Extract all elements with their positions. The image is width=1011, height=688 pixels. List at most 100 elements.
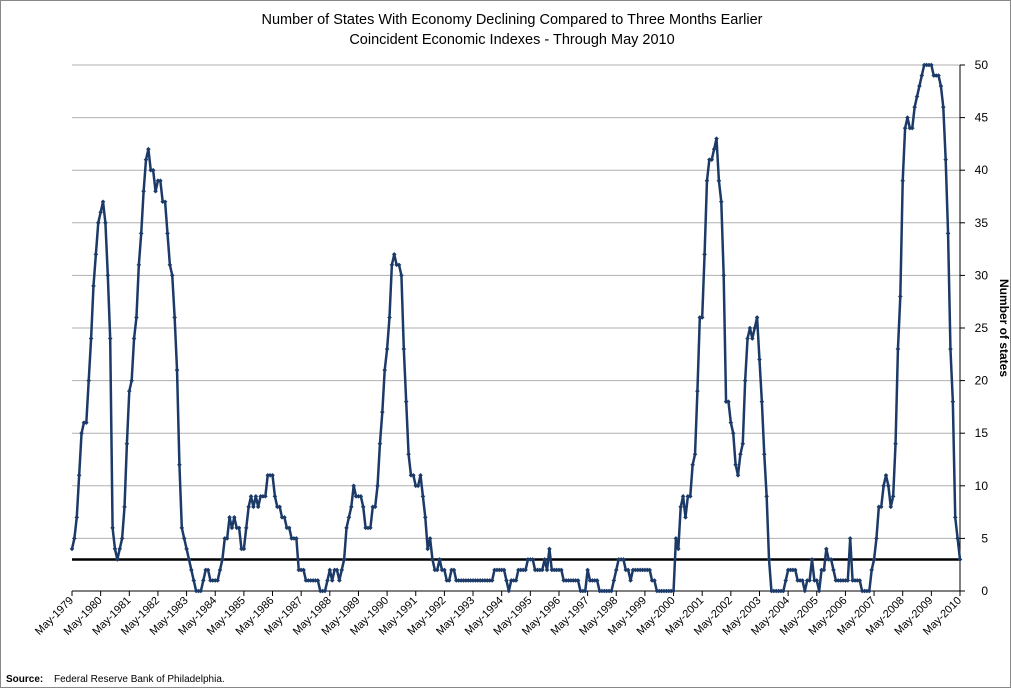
- data-marker: [955, 536, 960, 541]
- data-marker: [375, 483, 380, 489]
- data-marker: [236, 525, 242, 531]
- data-marker: [618, 557, 624, 562]
- data-marker: [554, 567, 559, 573]
- data-marker: [678, 504, 684, 510]
- data-marker: [912, 104, 917, 110]
- data-marker: [325, 578, 330, 583]
- data-marker: [676, 546, 681, 552]
- data-marker: [356, 494, 361, 499]
- data-marker: [315, 578, 321, 583]
- data-marker: [439, 567, 445, 573]
- data-marker: [301, 567, 306, 573]
- data-marker: [828, 557, 834, 562]
- data-marker: [570, 578, 576, 583]
- data-marker: [900, 178, 906, 184]
- data-marker: [878, 504, 884, 510]
- data-marker: [422, 515, 428, 520]
- chart-subtitle: Coincident Economic Indexes - Through Ma…: [349, 32, 674, 48]
- data-marker: [630, 567, 636, 573]
- y-tick-label: 20: [975, 374, 989, 388]
- data-marker: [654, 588, 660, 594]
- y-tick-label: 40: [975, 163, 989, 177]
- y-tick-label: 0: [981, 584, 988, 598]
- data-marker: [344, 525, 349, 531]
- data-marker: [465, 578, 471, 583]
- data-marker: [358, 494, 364, 499]
- data-marker: [229, 525, 235, 531]
- data-marker: [241, 546, 247, 552]
- data-marker: [726, 399, 731, 404]
- y-axis-label: Number of states: [997, 279, 1011, 377]
- data-marker: [926, 62, 932, 68]
- data-marker: [210, 578, 216, 583]
- data-marker: [909, 125, 915, 131]
- data-marker: [733, 462, 738, 468]
- data-marker: [824, 546, 829, 552]
- data-marker: [668, 588, 674, 594]
- data-marker: [578, 588, 583, 594]
- data-marker: [790, 567, 796, 573]
- data-marker: [172, 315, 177, 320]
- data-marker: [671, 588, 676, 594]
- data-marker: [294, 536, 299, 541]
- y-tick-label: 35: [975, 216, 989, 230]
- data-marker: [103, 220, 108, 226]
- data-marker: [933, 73, 939, 78]
- data-marker: [621, 557, 626, 562]
- data-marker: [100, 199, 106, 205]
- data-marker: [857, 578, 863, 583]
- data-marker: [69, 546, 75, 552]
- data-marker: [721, 273, 726, 278]
- data-marker: [547, 546, 552, 552]
- data-marker: [523, 567, 528, 573]
- data-marker: [852, 578, 858, 583]
- data-marker: [568, 578, 574, 583]
- data-marker: [802, 588, 808, 594]
- y-tick-label: 30: [975, 268, 989, 282]
- data-marker: [602, 588, 607, 594]
- data-marker: [186, 557, 192, 562]
- data-marker: [420, 494, 426, 499]
- data-marker: [883, 472, 889, 478]
- data-marker: [766, 557, 772, 562]
- data-marker: [950, 399, 956, 404]
- data-marker: [745, 336, 750, 341]
- data-marker: [138, 231, 144, 236]
- data-marker: [153, 188, 158, 194]
- data-marker: [74, 515, 80, 520]
- data-marker: [267, 472, 273, 478]
- data-marker: [461, 578, 466, 583]
- y-tick-label: 45: [975, 111, 989, 125]
- data-marker: [831, 567, 836, 573]
- data-marker: [814, 578, 820, 583]
- data-marker: [112, 546, 118, 552]
- data-marker: [212, 578, 218, 583]
- data-marker: [434, 567, 440, 573]
- data-marker: [504, 578, 509, 583]
- data-marker: [148, 167, 154, 173]
- data-marker: [642, 567, 648, 573]
- data-marker: [590, 578, 595, 583]
- data-marker: [427, 536, 433, 541]
- data-marker: [205, 567, 211, 573]
- data-marker: [463, 578, 469, 583]
- data-marker: [339, 567, 345, 573]
- data-marker: [415, 483, 421, 489]
- data-marker: [408, 472, 414, 478]
- data-marker: [131, 336, 137, 341]
- data-marker: [931, 73, 937, 78]
- data-marker: [279, 515, 285, 520]
- data-marker: [291, 536, 297, 541]
- data-marker: [389, 262, 395, 268]
- data-marker: [516, 567, 521, 573]
- y-tick-label: 5: [981, 531, 988, 545]
- data-marker: [162, 199, 168, 205]
- data-marker: [208, 578, 213, 583]
- data-marker: [804, 578, 810, 583]
- data-marker: [945, 231, 951, 236]
- data-marker: [838, 578, 843, 583]
- data-marker: [539, 567, 545, 573]
- data-marker: [444, 578, 450, 583]
- data-marker: [368, 525, 373, 531]
- data-marker: [496, 567, 502, 573]
